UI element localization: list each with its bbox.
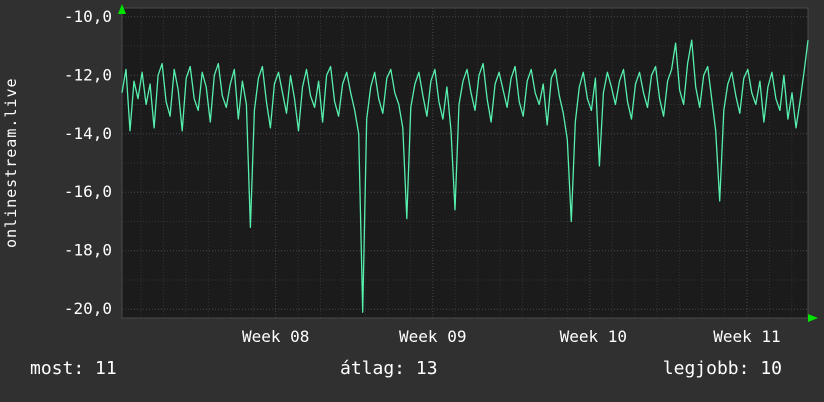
stat-current-value: 11 (95, 358, 117, 379)
stat-average-value: 13 (415, 358, 438, 379)
x-axis-labels: Week 08 Week 09 Week 10 Week 11 (242, 327, 781, 346)
x-grid (140, 8, 793, 318)
y-grid (122, 16, 808, 310)
y-tick-label: -10,0 (64, 7, 112, 26)
stat-average-label: átlag: (340, 358, 406, 379)
y-tick-label: -12,0 (64, 65, 112, 84)
up-arrow-icon (118, 4, 126, 14)
plot-frame (121, 7, 809, 319)
stat-current: most: 11 (30, 358, 117, 379)
y-tick-label: -14,0 (64, 124, 112, 143)
y-tick-label: -16,0 (64, 182, 112, 201)
x-tick-label: Week 09 (399, 327, 466, 346)
stat-best: legjobb: 10 (663, 358, 782, 379)
y-tick-label: -18,0 (64, 241, 112, 260)
stats-row: most: 11 átlag: 13 legjobb: 10 (0, 358, 824, 388)
x-tick-label: Week 10 (560, 327, 627, 346)
x-tick-label: Week 08 (242, 327, 309, 346)
y-tick-label: -20,0 (64, 299, 112, 318)
right-arrow-icon (808, 314, 818, 322)
series-line (121, 39, 809, 313)
stat-current-label: most: (30, 358, 85, 379)
x-tick-label: Week 11 (713, 327, 780, 346)
stat-best-value: 10 (760, 358, 782, 379)
y-axis-labels: -10,0 -12,0 -14,0 -16,0 -18,0 -20,0 (64, 7, 112, 318)
stat-average: átlag: 13 (340, 358, 438, 379)
stat-best-label: legjobb: (662, 358, 750, 379)
